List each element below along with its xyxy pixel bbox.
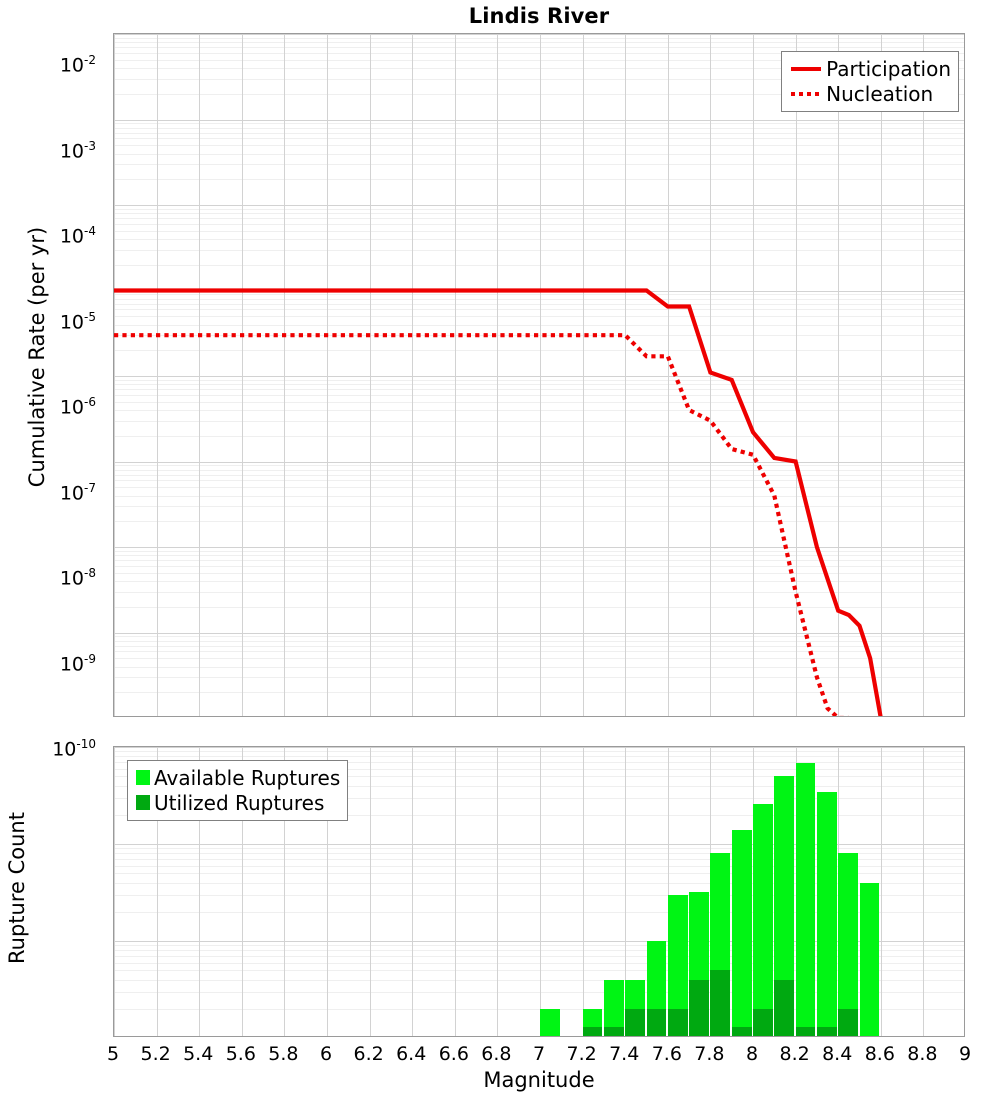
- y-tick-label: 10-10: [52, 737, 96, 761]
- x-tick-label: 6.4: [396, 1043, 427, 1065]
- x-tick-label: 7: [532, 1043, 546, 1065]
- x-tick-label: 8.2: [779, 1043, 810, 1065]
- rupture-bar: [753, 803, 773, 1036]
- gridline-vertical: [881, 747, 882, 1036]
- x-tick-label: 9: [958, 1043, 972, 1065]
- x-tick-label: 5.2: [140, 1043, 171, 1065]
- legend-label-available-ruptures: Available Ruptures: [154, 765, 341, 790]
- rupture-count-plot: Available Ruptures Utilized Ruptures: [113, 746, 965, 1037]
- rupture-bar-utilized: [795, 1026, 816, 1036]
- cumulative-rate-plot: Participation Nucleation: [113, 33, 965, 717]
- nucleation-line-icon: [789, 86, 823, 102]
- rupture-bar-utilized: [710, 970, 731, 1036]
- legend-item-available-ruptures: Available Ruptures: [135, 765, 340, 790]
- gridline-vertical: [412, 747, 413, 1036]
- y-tick-label: 10-2: [59, 53, 96, 77]
- x-tick-label: 7.8: [694, 1043, 725, 1065]
- y-tick-label: 10-6: [59, 395, 96, 419]
- curve-nucleation: [114, 333, 849, 716]
- rupture-bar: [603, 979, 624, 1036]
- rupture-bar-utilized: [838, 1008, 859, 1036]
- x-tick-label: 7.4: [609, 1043, 640, 1065]
- rupture-bar-utilized: [816, 1026, 837, 1036]
- rupture-bar: [625, 979, 646, 1036]
- bottom-y-axis-title: Rupture Count: [5, 812, 29, 964]
- x-tick-label: 6: [319, 1043, 333, 1065]
- legend-cumulative-rate: Participation Nucleation: [781, 51, 959, 112]
- x-tick-label: 5.6: [225, 1043, 256, 1065]
- x-tick-label: 6.8: [481, 1043, 512, 1065]
- x-tick-label: 7.6: [651, 1043, 682, 1065]
- rupture-bar: [710, 853, 731, 1036]
- legend-item-participation: Participation: [789, 56, 951, 81]
- x-tick-label: 6.2: [353, 1043, 384, 1065]
- rupture-bar: [859, 882, 880, 1036]
- rate-curves: [114, 288, 883, 716]
- legend-label-nucleation: Nucleation: [826, 81, 934, 106]
- available-ruptures-swatch-icon: [136, 770, 150, 785]
- top-plot-area: [114, 34, 964, 716]
- x-tick-label: 5.4: [183, 1043, 214, 1065]
- curve-participation: [114, 288, 883, 716]
- legend-label-participation: Participation: [826, 56, 951, 81]
- rupture-bar: [667, 894, 688, 1036]
- legend-label-utilized-ruptures: Utilized Ruptures: [154, 790, 325, 815]
- gridline-vertical: [114, 747, 115, 1036]
- rupture-bar-utilized: [603, 1026, 624, 1036]
- rupture-bar-utilized: [625, 1008, 646, 1036]
- x-tick-label: 8.6: [864, 1043, 895, 1065]
- y-tick-label: 10-3: [59, 138, 96, 162]
- gridline-minor: [114, 756, 964, 758]
- x-tick-label: 5: [106, 1043, 120, 1065]
- rupture-bar: [689, 892, 709, 1036]
- x-axis-title: Magnitude: [483, 1068, 595, 1092]
- rupture-bar-utilized: [753, 1008, 773, 1036]
- rupture-bar-utilized: [731, 1026, 752, 1036]
- x-tick-label: 8: [745, 1043, 759, 1065]
- rupture-bar-utilized: [774, 979, 795, 1036]
- rupture-bar: [582, 1008, 603, 1036]
- legend-rupture-count: Available Ruptures Utilized Ruptures: [127, 760, 349, 821]
- x-tick-label: 7.2: [566, 1043, 597, 1065]
- x-tick-label: 5.8: [268, 1043, 299, 1065]
- y-tick-label: 10-4: [59, 224, 96, 248]
- y-tick-label: 10-7: [59, 480, 96, 504]
- rupture-bar-utilized: [689, 979, 709, 1036]
- rupture-bar-utilized: [667, 1008, 688, 1036]
- rupture-bar: [816, 792, 837, 1036]
- x-tick-label: 8.4: [822, 1043, 853, 1065]
- gridline-vertical: [497, 747, 498, 1036]
- top-y-axis-title: Cumulative Rate (per yr): [25, 226, 49, 488]
- rupture-bar-utilized: [582, 1026, 603, 1036]
- rupture-bar: [774, 776, 795, 1036]
- gridline-vertical: [923, 747, 924, 1036]
- gridline-vertical: [455, 747, 456, 1036]
- rupture-bar: [795, 763, 816, 1036]
- y-tick-label: 10-8: [59, 566, 96, 590]
- gridline-major: [114, 747, 964, 748]
- page-title: Lindis River: [468, 4, 610, 28]
- rupture-bar: [646, 941, 667, 1036]
- utilized-ruptures-swatch-icon: [136, 795, 150, 810]
- legend-item-nucleation: Nucleation: [789, 81, 951, 106]
- rupture-bar: [838, 853, 859, 1036]
- gridline-vertical: [540, 747, 541, 1036]
- participation-line-icon: [789, 61, 823, 77]
- x-tick-label: 8.8: [907, 1043, 938, 1065]
- rupture-bar: [540, 1008, 560, 1036]
- gridline-minor: [114, 751, 964, 753]
- y-tick-label: 10-9: [59, 651, 96, 675]
- gridline-vertical: [583, 747, 584, 1036]
- y-tick-label: 10-5: [59, 309, 96, 333]
- legend-item-utilized-ruptures: Utilized Ruptures: [135, 790, 340, 815]
- top-y-tick-labels: 10-2 10-3 10-4 10-5 10-6 10-7 10-8 10-9 10-10: [0, 33, 104, 759]
- rupture-bar: [731, 829, 752, 1036]
- rupture-bar-utilized: [646, 1008, 667, 1036]
- gridline-vertical: [370, 747, 371, 1036]
- x-tick-label: 6.6: [438, 1043, 469, 1065]
